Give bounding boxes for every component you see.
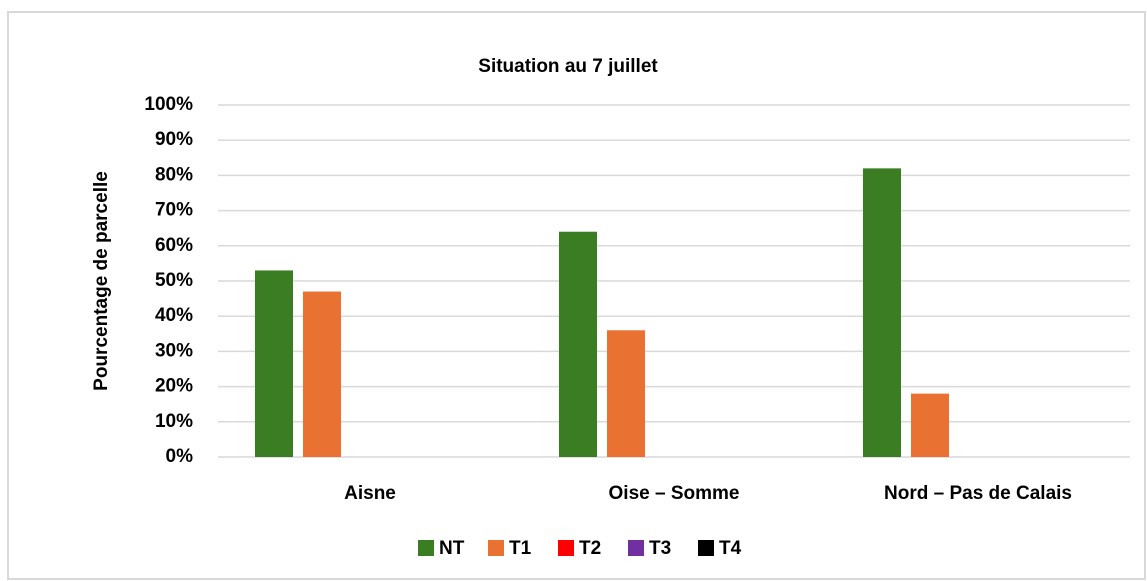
bar (255, 270, 293, 457)
y-tick-label: 100% (144, 94, 193, 115)
legend-swatch (488, 540, 504, 556)
y-tick-label: 70% (155, 200, 193, 221)
chart-title: Situation au 7 juillet (478, 56, 658, 77)
x-tick-label: Nord – Pas de Calais (884, 483, 1072, 504)
y-tick-label: 90% (155, 129, 193, 150)
y-tick-label: 30% (155, 340, 193, 361)
bar (607, 330, 645, 457)
legend-label: T1 (509, 538, 532, 559)
x-tick-label: Aisne (344, 483, 396, 504)
bar (559, 231, 597, 457)
legend-swatch (628, 540, 644, 556)
bar (303, 291, 341, 457)
legend-label: T3 (649, 538, 671, 559)
legend-swatch (418, 540, 434, 556)
y-tick-label: 60% (155, 235, 193, 256)
legend-label: T2 (579, 538, 601, 559)
x-tick-label: Oise – Somme (609, 483, 740, 504)
y-tick-label: 80% (155, 164, 193, 185)
legend-swatch (698, 540, 714, 556)
legend-label: T4 (719, 538, 742, 559)
y-tick-label: 40% (155, 305, 193, 326)
y-tick-label: 20% (155, 376, 193, 397)
y-tick-label: 0% (166, 446, 194, 467)
bar (911, 393, 949, 457)
y-axis-label: Pourcentage de parcelle (91, 171, 112, 391)
legend-label: NT (439, 538, 465, 559)
legend-swatch (558, 540, 574, 556)
y-tick-label: 50% (155, 270, 193, 291)
bar (863, 168, 901, 458)
y-tick-label: 10% (155, 411, 193, 432)
